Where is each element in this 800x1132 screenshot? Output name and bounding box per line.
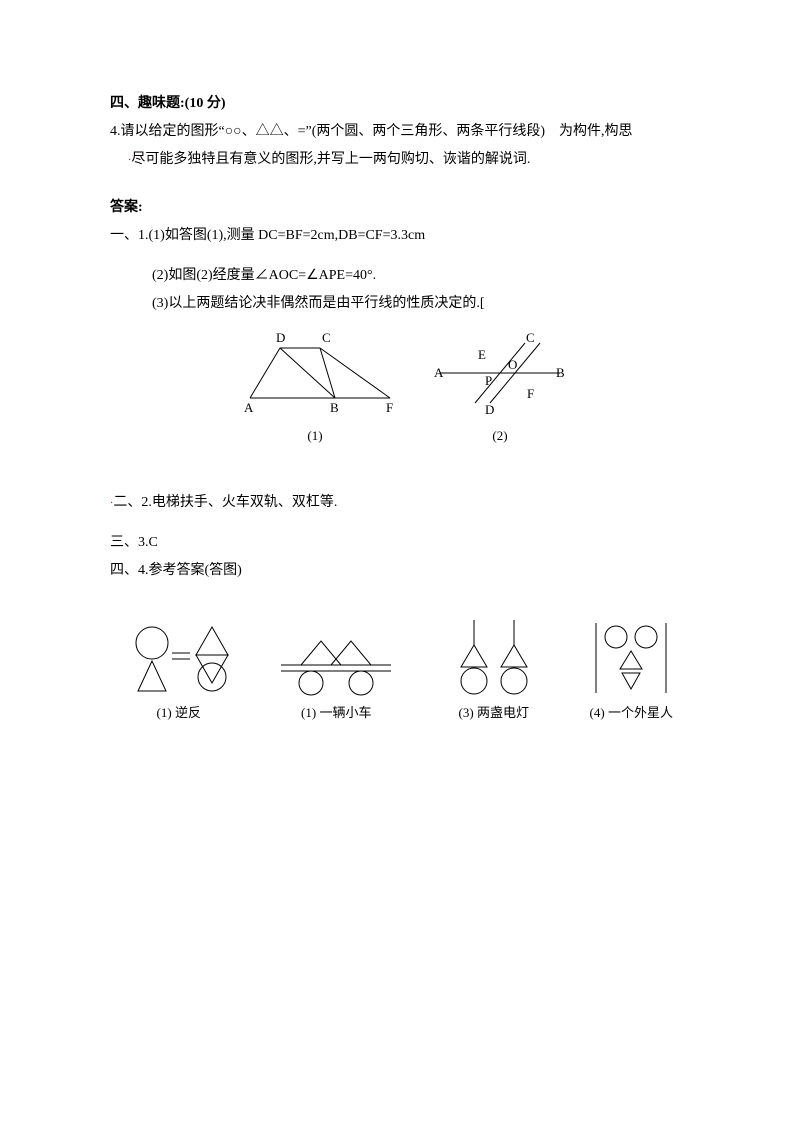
label-o2: O <box>508 357 517 372</box>
lamp-svg <box>439 615 549 700</box>
answers-heading: 答案: <box>110 194 690 222</box>
ans-2-text: 二、2.电梯扶手、火车双轨、双杠等. <box>113 495 337 510</box>
label-d2: D <box>485 402 494 417</box>
ans-1-3: (3)以上两题结论决非偶然而是由平行线的性质决定的.[ <box>110 290 690 318</box>
nf-svg <box>124 615 234 700</box>
label-a: A <box>244 400 254 415</box>
label-b: B <box>330 400 339 415</box>
ans-2: ·二、2.电梯扶手、火车双轨、双杠等. <box>110 489 690 517</box>
q4-line2-text: 尽可能多独特且有意义的图形,并写上一两句购切、诙谐的解说词. <box>131 152 530 167</box>
caption-1: (1) <box>230 423 400 449</box>
cap-car: (1) 一辆小车 <box>271 700 401 726</box>
label-p2: P <box>485 373 492 388</box>
figure-alien: (4) 一个外星人 <box>586 615 676 726</box>
label-e2: E <box>478 347 486 362</box>
cap-nf: (1) 逆反 <box>124 700 234 726</box>
alien-svg <box>586 615 676 700</box>
section-4-heading: 四、趣味题:(10 分) <box>110 90 690 118</box>
label-d: D <box>276 330 285 345</box>
car-svg <box>271 615 401 700</box>
label-c: C <box>322 330 331 345</box>
figure-row-1: D C A B F (1) A B C D E F O <box>110 328 690 449</box>
figure-row-2: (1) 逆反 (1) 一辆小车 <box>110 615 690 726</box>
label-b2: B <box>556 365 565 380</box>
figure-car: (1) 一辆小车 <box>271 615 401 726</box>
ans-4: 四、4.参考答案(答图) <box>110 557 690 585</box>
cap-alien: (4) 一个外星人 <box>586 700 676 726</box>
q4-line2: ·尽可能多独特且有意义的图形,并写上一两句购切、诙谐的解说词. <box>110 146 690 174</box>
q4-line1: 4.请以给定的图形“○○、△△、=”(两个圆、两个三角形、两条平行线段) 为构件… <box>110 118 690 146</box>
cap-lamp: (3) 两盏电灯 <box>439 700 549 726</box>
diagram-2-svg: A B C D E F O P <box>430 328 570 423</box>
figure-lamp: (3) 两盏电灯 <box>439 615 549 726</box>
label-c2: C <box>526 330 535 345</box>
figure-1: D C A B F (1) <box>230 328 400 449</box>
caption-2: (2) <box>430 423 570 449</box>
diagram-1-svg: D C A B F <box>230 328 400 423</box>
ans-1-1: 一、1.(1)如答图(1),测量 DC=BF=2cm,DB=CF=3.3cm <box>110 222 690 250</box>
label-f: F <box>386 400 393 415</box>
label-f2: F <box>527 386 534 401</box>
figure-nf: (1) 逆反 <box>124 615 234 726</box>
label-a2: A <box>434 365 444 380</box>
figure-2: A B C D E F O P (2) <box>430 328 570 449</box>
ans-1-2: (2)如图(2)经度量∠AOC=∠APE=40°. <box>110 262 690 290</box>
ans-3: 三、3.C <box>110 529 690 557</box>
